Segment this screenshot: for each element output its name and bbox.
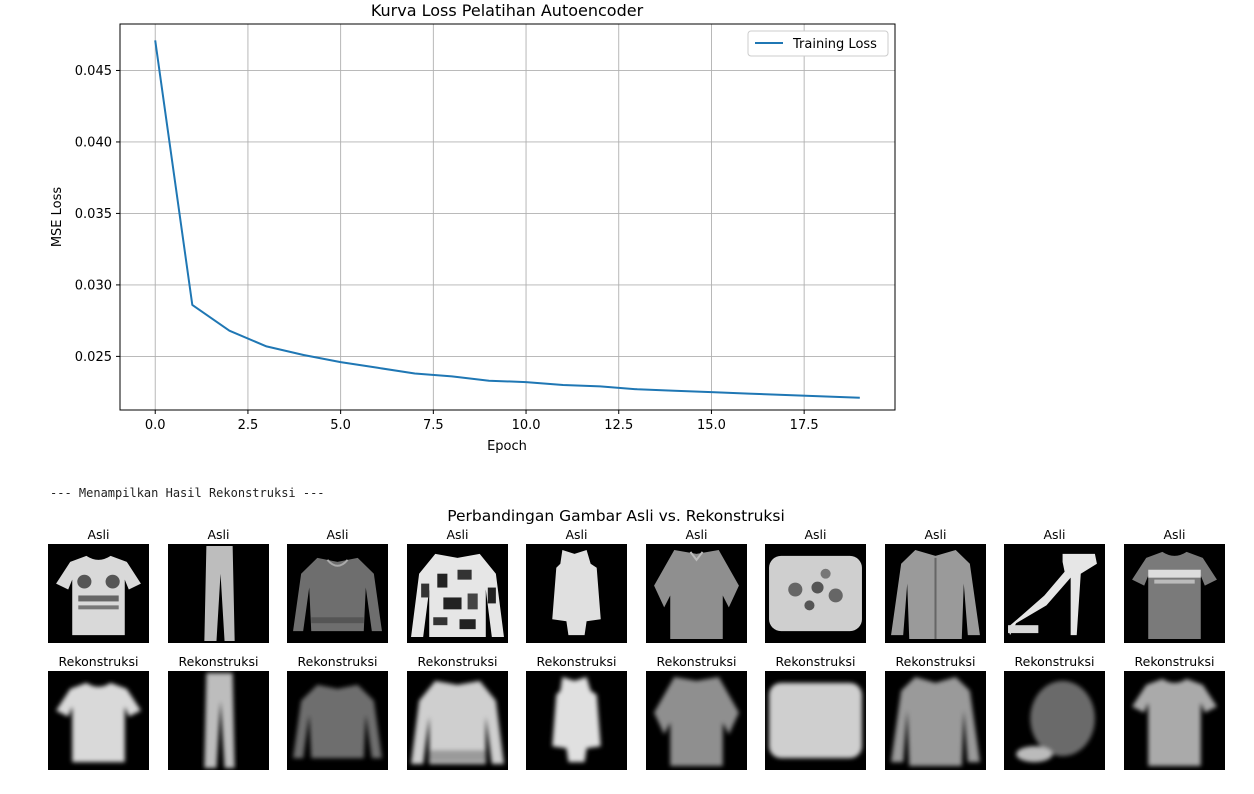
original-cell: Asli — [1004, 525, 1105, 643]
reconstruction-image-bag — [765, 671, 866, 770]
original-cell: Asli — [287, 525, 388, 643]
original-cell: Asli — [885, 525, 986, 643]
x-tick-label: 7.5 — [423, 418, 444, 433]
reconstruction-label: Rekonstruksi — [417, 654, 498, 669]
reconstruction-cell: Rekonstruksi — [1004, 652, 1105, 770]
legend-box — [747, 30, 889, 57]
original-image-coat — [885, 544, 986, 643]
y-tick-label: 0.040 — [75, 135, 112, 150]
original-label: Asli — [87, 527, 110, 542]
original-image-tshirt — [48, 544, 149, 643]
reconstruction-image-coat — [885, 671, 986, 770]
original-cell: Asli — [407, 525, 508, 643]
reconstruction-label: Rekonstruksi — [656, 654, 737, 669]
reconstruction-cell: Rekonstruksi — [885, 652, 986, 770]
reconstruction-cell: Rekonstruksi — [526, 652, 627, 770]
reconstruction-label: Rekonstruksi — [178, 654, 259, 669]
original-label: Asli — [446, 527, 469, 542]
grid-lines — [120, 24, 895, 410]
original-image-sandal — [1004, 544, 1105, 643]
reconstruction-image-tshirt-dark — [1124, 671, 1225, 770]
x-tick-label: 15.0 — [697, 418, 726, 433]
loss-chart: Kurva Loss Pelatihan Autoencoder 0.0 2.5 5… — [50, 1, 896, 454]
original-label: Asli — [207, 527, 230, 542]
reconstruction-image-tshirt — [48, 671, 149, 770]
original-label: Asli — [565, 527, 588, 542]
original-image-dress — [526, 544, 627, 643]
original-cell: Asli — [646, 525, 747, 643]
original-cell: Asli — [48, 525, 149, 643]
y-tick-label: 0.035 — [75, 207, 112, 222]
axis-ticks: 0.0 2.5 5.0 7.5 10.0 12.5 15.0 17.5 0.025 0.030 0.… — [75, 64, 819, 433]
original-label: Asli — [1163, 527, 1186, 542]
reconstruction-label: Rekonstruksi — [58, 654, 139, 669]
original-image-pullover — [287, 544, 388, 643]
reconstruction-cell: Rekonstruksi — [168, 652, 269, 770]
x-axis-label: Epoch — [487, 439, 527, 454]
reconstruction-label: Rekonstruksi — [536, 654, 617, 669]
y-axis-label: MSE Loss — [50, 187, 65, 248]
x-tick-label: 5.0 — [330, 418, 351, 433]
reconstruction-label: Rekonstruksi — [1134, 654, 1215, 669]
console-output: --- Menampilkan Hasil Rekonstruksi --- — [50, 486, 325, 500]
reconstruction-image-sandal — [1004, 671, 1105, 770]
reconstruction-cell: Rekonstruksi — [407, 652, 508, 770]
reconstruction-image-dress — [526, 671, 627, 770]
x-tick-label: 10.0 — [512, 418, 541, 433]
original-image-bag — [765, 544, 866, 643]
original-label: Asli — [1043, 527, 1066, 542]
series-line-training-loss — [154, 40, 860, 399]
original-image-shirt — [646, 544, 747, 643]
original-cell: Asli — [168, 525, 269, 643]
reconstruction-cell: Rekonstruksi — [646, 652, 747, 770]
reconstruction-label: Rekonstruksi — [1014, 654, 1095, 669]
reconstruction-cell: Rekonstruksi — [1124, 652, 1225, 770]
reconstruction-image-shirt — [646, 671, 747, 770]
legend-series-name: Training Loss — [792, 37, 877, 52]
original-label: Asli — [804, 527, 827, 542]
reconstruction-label: Rekonstruksi — [895, 654, 976, 669]
y-tick-label: 0.045 — [75, 64, 112, 79]
y-tick-label: 0.025 — [75, 350, 112, 365]
comparison-grid: Asli Asli Asli Asli Asli Asli Asli Asli Asli Asli… — [48, 525, 1225, 775]
reconstruction-image-trouser — [168, 671, 269, 770]
original-image-tshirt-dark — [1124, 544, 1225, 643]
legend: Training Loss — [747, 30, 889, 57]
original-image-trouser — [168, 544, 269, 643]
reconstruction-label: Rekonstruksi — [297, 654, 378, 669]
original-cell: Asli — [526, 525, 627, 643]
x-tick-label: 12.5 — [604, 418, 633, 433]
reconstruction-label: Rekonstruksi — [775, 654, 856, 669]
original-label: Asli — [924, 527, 947, 542]
x-tick-label: 17.5 — [790, 418, 819, 433]
reconstruction-image-pullover — [287, 671, 388, 770]
chart-title: Kurva Loss Pelatihan Autoencoder — [371, 1, 644, 20]
reconstruction-cell: Rekonstruksi — [287, 652, 388, 770]
y-tick-label: 0.030 — [75, 278, 112, 293]
reconstruction-image-pattern-pullover — [407, 671, 508, 770]
x-tick-label: 2.5 — [238, 418, 259, 433]
original-label: Asli — [685, 527, 708, 542]
original-image-pattern-pullover — [407, 544, 508, 643]
original-cell: Asli — [1124, 525, 1225, 643]
reconstruction-cell: Rekonstruksi — [48, 652, 149, 770]
original-cell: Asli — [765, 525, 866, 643]
reconstruction-cell: Rekonstruksi — [765, 652, 866, 770]
series-layer — [154, 40, 860, 399]
x-tick-label: 0.0 — [145, 418, 166, 433]
comparison-title: Perbandingan Gambar Asli vs. Rekonstruks… — [447, 507, 785, 525]
original-label: Asli — [326, 527, 349, 542]
plot-frame — [119, 23, 896, 411]
